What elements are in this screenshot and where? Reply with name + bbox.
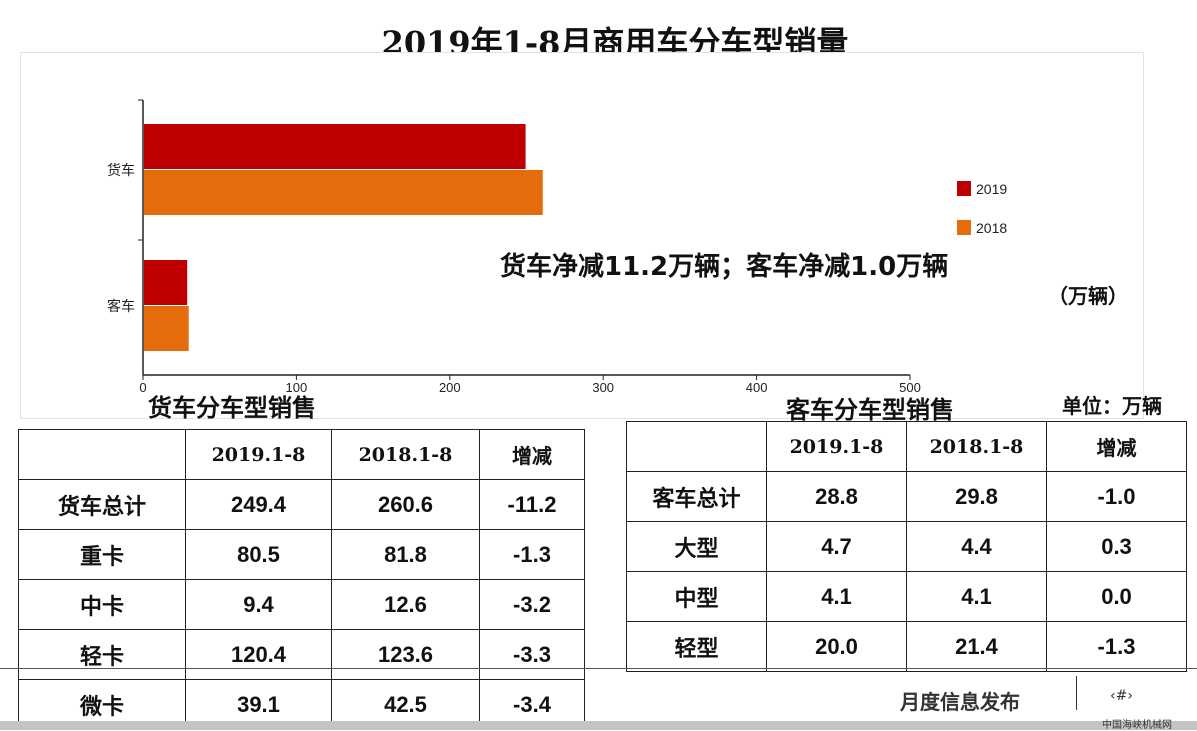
table-row: 中型 4.1 4.1 0.0 [626,571,1187,622]
header-cell: 2018.1-8 [906,421,1047,472]
row-label: 轻型 [626,621,767,672]
category-label: 货车 [107,162,135,179]
row-label: 大型 [626,521,767,572]
bar-2019-客车 [144,260,188,305]
value-cell: -1.3 [479,529,585,580]
chart-frame [20,52,1144,419]
header-cell: 2019.1-8 [185,429,332,480]
chart-unit-label: （万辆） [1048,284,1128,308]
value-cell: 29.8 [906,471,1047,522]
value-cell: 4.1 [906,571,1047,622]
x-tick-label: 200 [439,380,461,395]
table-row: 客车总计 28.8 29.8 -1.0 [626,471,1187,522]
header-cell: 增减 [479,429,585,480]
header-cell [18,429,186,480]
table-row: 轻型 20.0 21.4 -1.3 [626,621,1187,672]
table-row: 中卡 9.4 12.6 -3.2 [18,579,585,630]
legend-swatch [957,181,971,196]
value-cell: 4.1 [766,571,907,622]
value-cell: -11.2 [479,479,585,530]
bus-table-title: 客车分车型销售 [786,396,954,424]
header-cell: 增减 [1046,421,1187,472]
value-cell: 4.4 [906,521,1047,572]
value-cell: 20.0 [766,621,907,672]
value-cell: 120.4 [185,629,332,680]
footer-separator [1076,676,1077,710]
bar-2018-客车 [144,306,189,351]
legend-swatch [957,220,971,235]
value-cell: 81.8 [331,529,480,580]
x-tick-label: 400 [746,380,768,395]
header-cell [626,421,767,472]
table-header-row: 2019.1-8 2018.1-8 增减 [626,421,1187,472]
footer-divider [0,668,1197,669]
x-tick-label: 300 [592,380,614,395]
bar-2018-货车 [144,170,543,215]
value-cell: 0.0 [1046,571,1187,622]
truck-table-title: 货车分车型销售 [148,394,316,422]
x-tick-label: 500 [899,380,921,395]
bus-sales-table: 2019.1-8 2018.1-8 增减 客车总计 28.8 29.8 -1.0… [626,421,1187,672]
value-cell: 260.6 [331,479,480,530]
watermark: 中国海峡机械网 [1102,720,1172,731]
value-cell: -3.3 [479,629,585,680]
legend-label: 2018 [976,220,1007,236]
row-label: 客车总计 [626,471,767,522]
table-row: 大型 4.7 4.4 0.3 [626,521,1187,572]
row-label: 中型 [626,571,767,622]
value-cell: 12.6 [331,579,480,630]
row-label: 重卡 [18,529,186,580]
value-cell: 80.5 [185,529,332,580]
value-cell: 28.8 [766,471,907,522]
value-cell: 4.7 [766,521,907,572]
bottom-bar [0,721,1197,730]
value-cell: -1.3 [1046,621,1187,672]
x-tick-label: 0 [139,380,146,395]
table-row: 轻卡 120.4 123.6 -3.3 [18,629,585,680]
truck-sales-table: 2019.1-8 2018.1-8 增减 货车总计 249.4 260.6 -1… [18,429,585,730]
value-cell: 9.4 [185,579,332,630]
row-label: 货车总计 [18,479,186,530]
value-cell: 123.6 [331,629,480,680]
category-label: 客车 [107,298,135,315]
unit-label: 单位：万辆 [1062,394,1162,418]
row-label: 轻卡 [18,629,186,680]
chart-annotation: 货车净减11.2万辆；客车净减1.0万辆 [500,252,949,282]
footer-label: 月度信息发布 [900,690,1020,714]
table-header-row: 2019.1-8 2018.1-8 增减 [18,429,585,480]
bar-2019-货车 [144,124,526,169]
value-cell: -3.2 [479,579,585,630]
value-cell: 249.4 [185,479,332,530]
page-number: ‹#› [1110,688,1133,704]
table-row: 货车总计 249.4 260.6 -11.2 [18,479,585,530]
header-cell: 2018.1-8 [331,429,480,480]
value-cell: 0.3 [1046,521,1187,572]
row-label: 中卡 [18,579,186,630]
value-cell: -1.0 [1046,471,1187,522]
x-tick-label: 100 [286,380,308,395]
header-cell: 2019.1-8 [766,421,907,472]
value-cell: 21.4 [906,621,1047,672]
legend-label: 2019 [976,181,1007,197]
table-row: 重卡 80.5 81.8 -1.3 [18,529,585,580]
